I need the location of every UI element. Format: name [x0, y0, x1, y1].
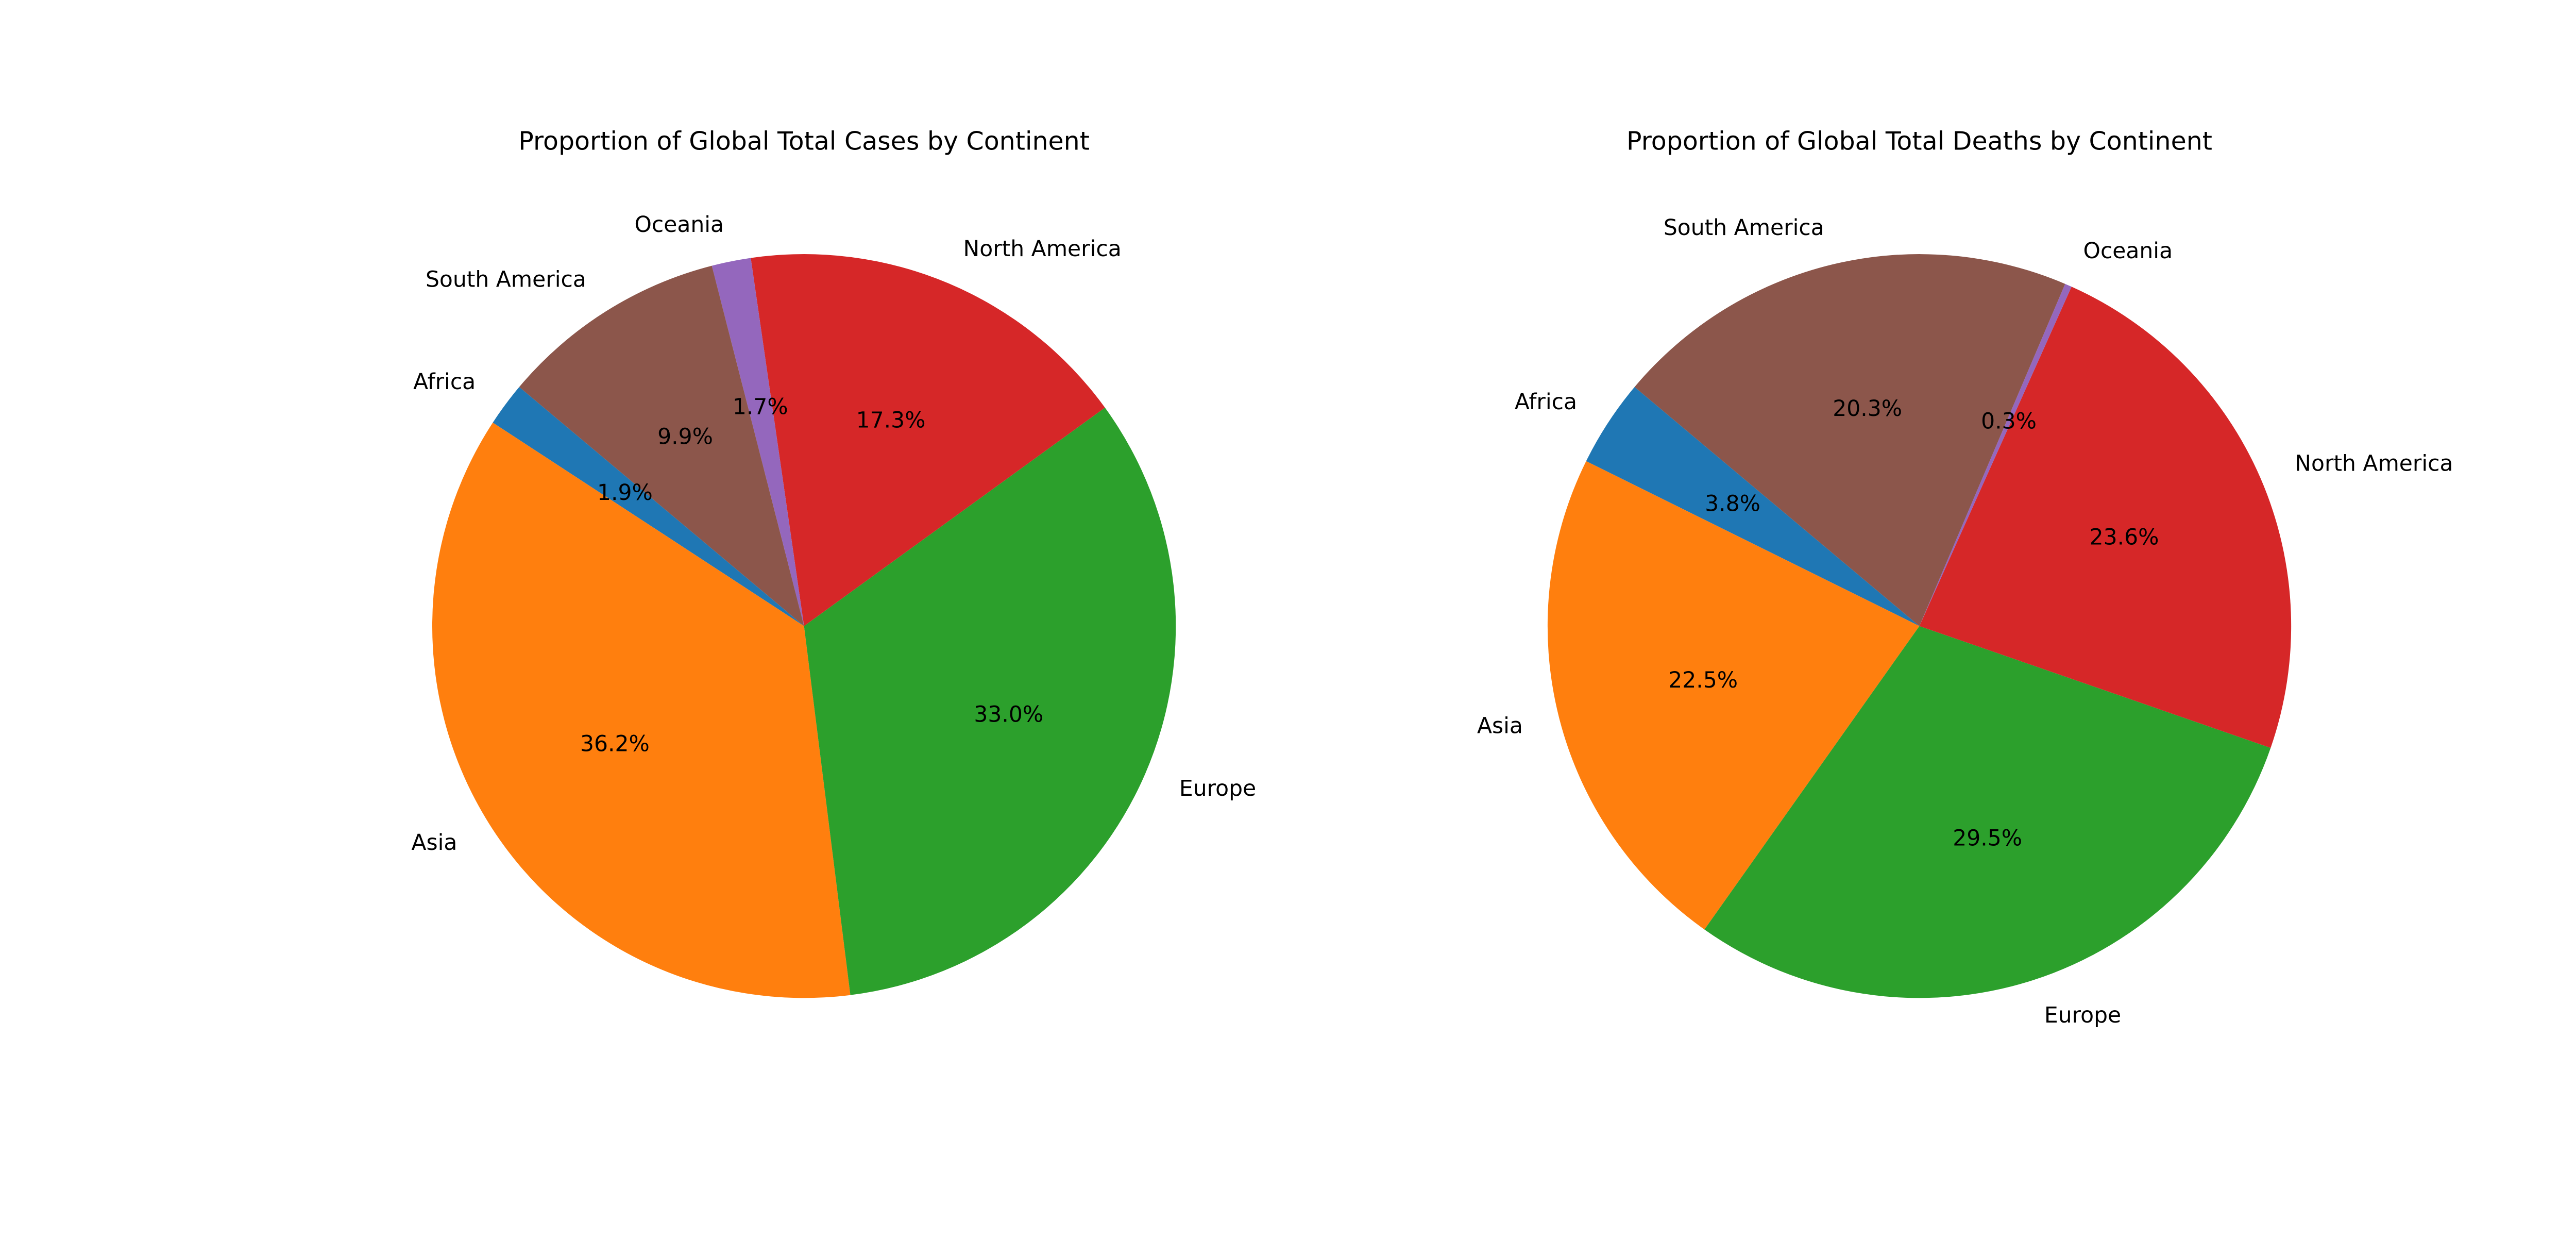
deaths-label-north-america: North America — [2295, 451, 2453, 476]
cases-slice-asia — [432, 422, 851, 998]
deaths-label-africa: Africa — [1515, 390, 1577, 415]
deaths-slice-asia — [1547, 461, 1920, 930]
cases-pct-oceania: 1.7% — [733, 395, 788, 420]
deaths-slice-africa — [1586, 387, 1920, 626]
cases-chart-title: Proportion of Global Total Cases by Cont… — [518, 127, 1090, 156]
cases-labels: Africa 1.9% Asia 36.2% Europe 33.0% North Amer… — [411, 212, 1256, 856]
cases-pct-south-america: 9.9% — [657, 425, 713, 450]
deaths-pct-north-america: 23.6% — [2090, 525, 2159, 550]
cases-slice-south-america — [519, 265, 804, 626]
deaths-pie-chart: Proportion of Global Total Deaths by Con… — [1477, 127, 2453, 1028]
cases-label-north-america: North America — [963, 237, 1121, 262]
deaths-label-asia: Asia — [1477, 714, 1523, 739]
deaths-label-oceania: Oceania — [2083, 239, 2173, 264]
deaths-slice-south-america — [1634, 254, 2065, 626]
cases-pct-africa: 1.9% — [597, 480, 653, 506]
deaths-pct-south-america: 20.3% — [1833, 396, 1902, 422]
cases-slices — [432, 254, 1176, 998]
cases-label-africa: Africa — [413, 370, 476, 395]
cases-slice-oceania — [711, 258, 804, 626]
deaths-pct-africa: 3.8% — [1705, 491, 1760, 516]
deaths-slice-oceania — [1919, 283, 2072, 626]
cases-pct-europe: 33.0% — [974, 702, 1043, 727]
cases-slice-europe — [804, 407, 1176, 995]
cases-pct-asia: 36.2% — [580, 732, 650, 757]
cases-label-europe: Europe — [1179, 776, 1256, 801]
deaths-slices — [1547, 254, 2292, 998]
deaths-chart-title: Proportion of Global Total Deaths by Con… — [1626, 127, 2212, 156]
cases-slice-africa — [493, 387, 804, 626]
cases-pct-north-america: 17.3% — [856, 408, 926, 433]
cases-slice-north-america — [751, 254, 1105, 626]
deaths-slice-north-america — [1919, 287, 2292, 748]
cases-label-asia: Asia — [411, 830, 457, 856]
cases-label-oceania: Oceania — [635, 212, 724, 238]
cases-label-south-america: South America — [426, 267, 586, 292]
deaths-label-europe: Europe — [2044, 1003, 2121, 1028]
deaths-pct-oceania: 0.3% — [1981, 409, 2037, 434]
deaths-pct-europe: 29.5% — [1953, 826, 2022, 851]
deaths-pct-asia: 22.5% — [1668, 668, 1738, 693]
deaths-labels: Africa 3.8% Asia 22.5% Europe 29.5% North Amer… — [1477, 215, 2453, 1028]
deaths-slice-europe — [1704, 626, 2271, 998]
deaths-label-south-america: South America — [1664, 215, 1824, 241]
cases-pie-chart: Proportion of Global Total Cases by Cont… — [411, 127, 1256, 998]
